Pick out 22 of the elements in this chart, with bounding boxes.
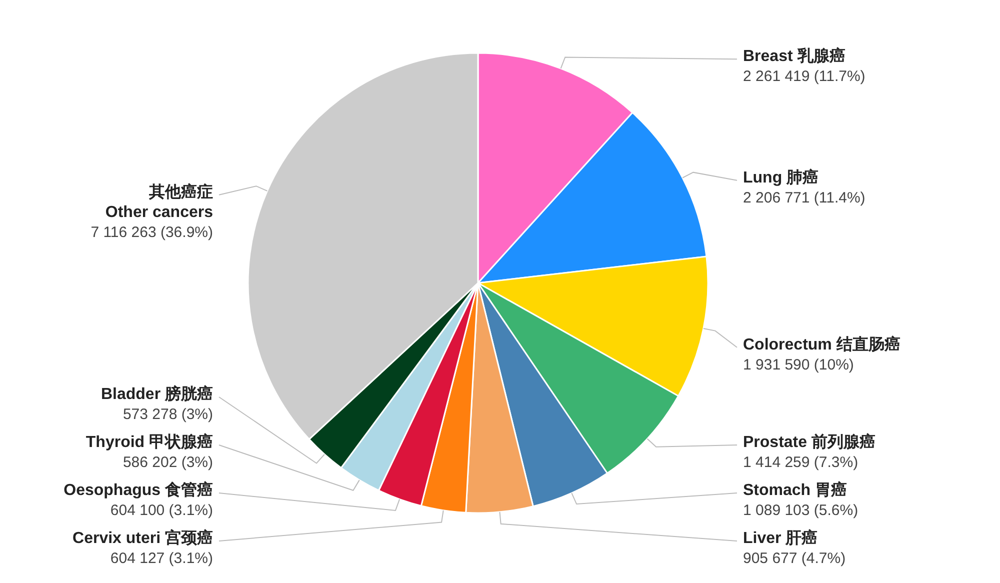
slice-label: Breast 乳腺癌 <box>743 47 846 66</box>
data-label: 604 127 (3.1%) <box>110 550 213 567</box>
data-label: 2 261 419 (11.7%) <box>743 68 866 86</box>
slice-label: Colorectum 结直肠癌 <box>743 335 900 354</box>
data-label: 905 677 (4.7%) <box>743 550 846 567</box>
slice-label: Lung 肺癌 <box>743 168 819 186</box>
data-label: 573 278 (3%) <box>122 406 213 423</box>
slice-label: Cervix uteri 宫颈癌 <box>72 528 213 547</box>
slice-label: Bladder 膀胱癌 <box>100 385 213 403</box>
data-label: 7 116 263 (36.9%) <box>90 224 213 241</box>
slice-label: Stomach 胃癌 <box>743 481 848 499</box>
data-label: 604 100 (3.1%) <box>110 502 213 519</box>
data-label: 2 206 771 (11.4%) <box>743 189 866 206</box>
slice-label: Liver 肝癌 <box>743 529 818 547</box>
data-label: 1 931 590 (10%) <box>743 356 854 374</box>
data-label: 1 089 103 (5.6%) <box>743 502 858 519</box>
data-label: 1 414 259 (7.3%) <box>743 454 858 471</box>
slice-label: Oesophagus 食管癌 <box>64 481 213 499</box>
slice-label: Prostate 前列腺癌 <box>743 433 876 451</box>
data-label: 586 202 (3%) <box>122 454 213 471</box>
slice-label: 其他癌症 Other cancers <box>105 182 214 221</box>
slice-label: Thyroid 甲状腺癌 <box>86 433 213 451</box>
